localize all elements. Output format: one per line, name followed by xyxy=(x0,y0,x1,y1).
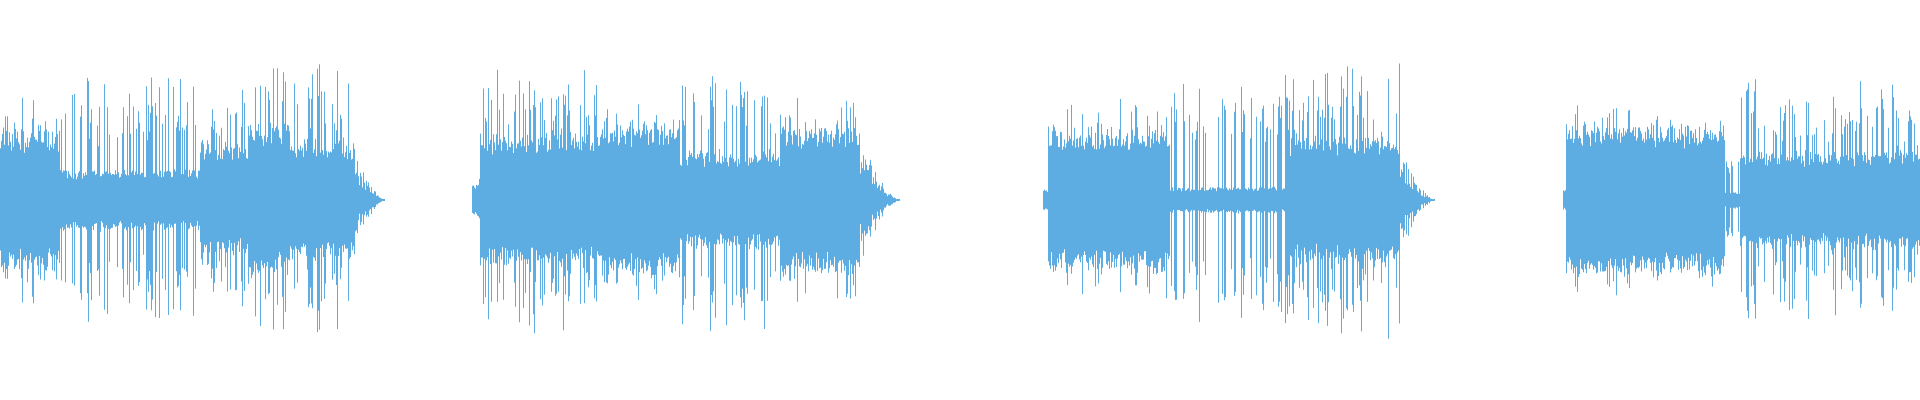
waveform-clip-samples xyxy=(472,69,900,334)
waveform-clip-4[interactable] xyxy=(1563,79,1920,319)
waveform-clip-3[interactable] xyxy=(1043,63,1435,339)
waveform-clip-samples xyxy=(0,64,385,333)
waveform-clip-2[interactable] xyxy=(472,69,900,334)
waveform-clip-samples xyxy=(1043,63,1435,339)
waveform-clip-samples xyxy=(1563,79,1920,319)
waveform-clip-1[interactable] xyxy=(0,64,385,333)
